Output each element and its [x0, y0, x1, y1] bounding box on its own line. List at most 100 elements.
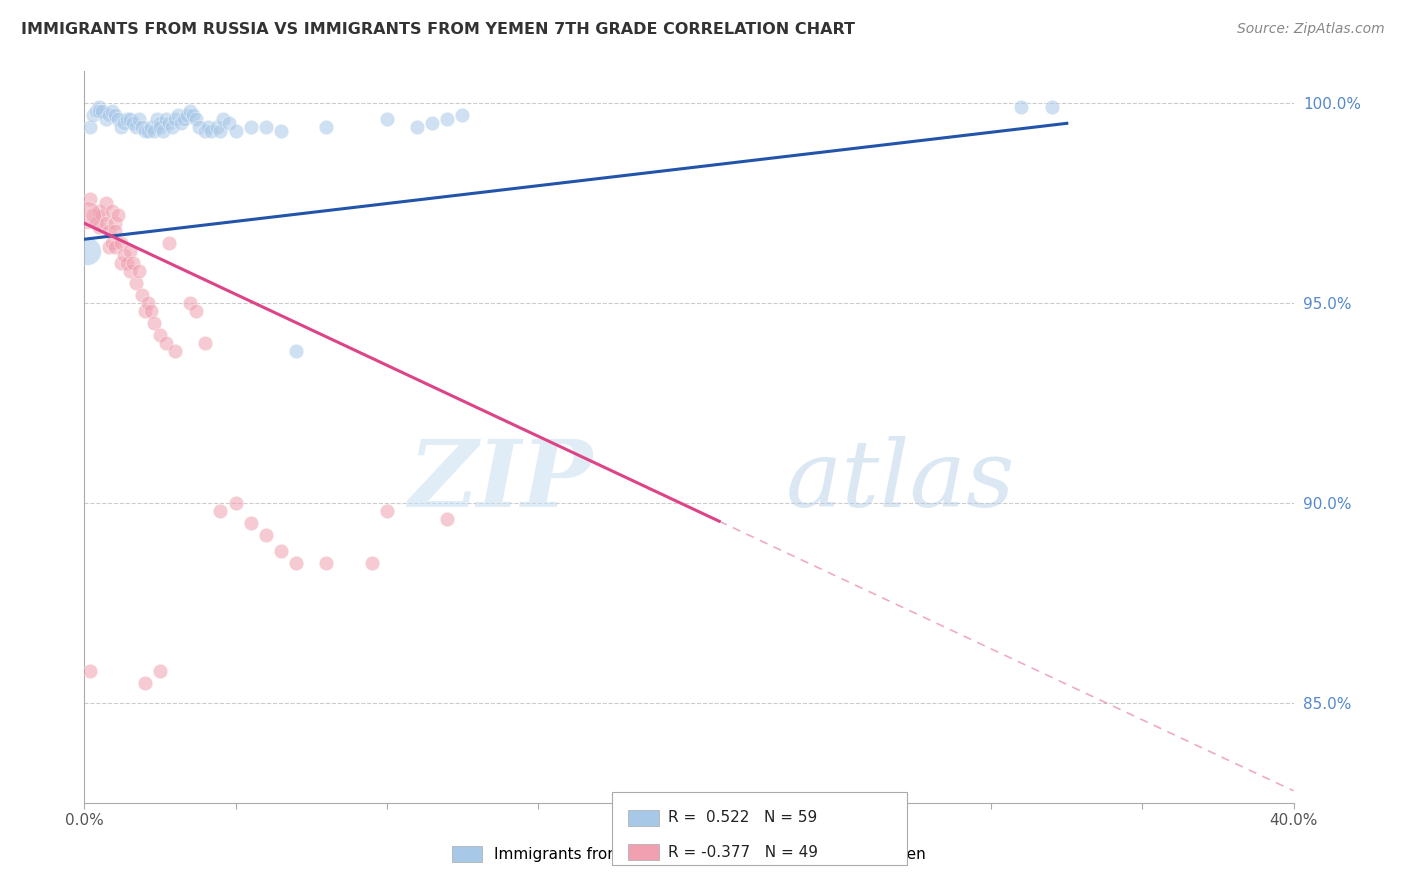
Point [89, 100, 111, 114]
Text: ZIP: ZIP [408, 436, 592, 526]
Point [76, 244, 98, 259]
Point [375, 504, 398, 518]
Point [79, 120, 101, 135]
Point [118, 244, 141, 259]
Point [212, 112, 235, 127]
Point [89, 220, 111, 235]
Point [94, 112, 117, 127]
Point [239, 120, 262, 135]
Point [436, 512, 458, 526]
Point [146, 112, 169, 127]
Point [76, 208, 98, 222]
Point [100, 204, 122, 219]
Point [142, 316, 165, 330]
Point [315, 556, 337, 570]
Point [186, 304, 208, 318]
Point [155, 112, 177, 127]
Point [107, 112, 129, 127]
Point [1011, 100, 1033, 114]
Point [176, 108, 198, 122]
Text: Source: ZipAtlas.com: Source: ZipAtlas.com [1237, 22, 1385, 37]
Point [121, 116, 143, 130]
Point [375, 112, 398, 127]
Point [157, 236, 180, 251]
Point [149, 328, 172, 343]
Point [420, 116, 443, 130]
Point [128, 264, 150, 278]
Point [104, 224, 127, 238]
Point [1040, 100, 1063, 114]
Point [165, 344, 187, 359]
Point [110, 236, 132, 251]
Point [181, 108, 204, 122]
Point [100, 104, 122, 119]
Point [82, 208, 104, 222]
Point [167, 108, 190, 122]
Point [194, 336, 217, 351]
Point [118, 112, 141, 127]
Point [170, 116, 193, 130]
Point [160, 120, 183, 135]
Point [136, 296, 159, 310]
Point [97, 224, 120, 238]
Point [86, 104, 108, 119]
Point [100, 236, 122, 251]
Point [89, 204, 111, 219]
Point [79, 664, 101, 678]
Point [179, 104, 201, 119]
Point [139, 120, 162, 135]
Point [285, 556, 308, 570]
Point [115, 256, 138, 270]
Point [194, 124, 217, 138]
Point [131, 288, 153, 302]
Point [115, 112, 138, 127]
Point [94, 196, 117, 211]
Point [94, 216, 117, 230]
Point [112, 116, 135, 130]
Point [107, 208, 129, 222]
Point [218, 116, 240, 130]
Point [254, 528, 277, 542]
Point [134, 124, 156, 138]
Point [360, 556, 382, 570]
Point [125, 276, 148, 290]
Point [165, 112, 187, 127]
Text: R = -0.377   N = 49: R = -0.377 N = 49 [668, 845, 818, 860]
Point [225, 124, 247, 138]
Point [97, 108, 120, 122]
Point [121, 256, 143, 270]
Point [209, 504, 232, 518]
Point [142, 124, 165, 138]
Point [136, 124, 159, 138]
Text: IMMIGRANTS FROM RUSSIA VS IMMIGRANTS FROM YEMEN 7TH GRADE CORRELATION CHART: IMMIGRANTS FROM RUSSIA VS IMMIGRANTS FRO… [21, 22, 855, 37]
Point [436, 112, 458, 127]
Point [104, 216, 127, 230]
Point [254, 120, 277, 135]
Point [155, 336, 177, 351]
Point [91, 208, 114, 222]
Point [209, 124, 232, 138]
Point [149, 664, 172, 678]
Point [139, 304, 162, 318]
Point [112, 248, 135, 262]
Point [315, 120, 337, 135]
Point [82, 108, 104, 122]
Point [86, 216, 108, 230]
Point [134, 676, 156, 690]
Point [79, 192, 101, 206]
Text: R =  0.522   N = 59: R = 0.522 N = 59 [668, 810, 817, 825]
Point [207, 120, 229, 135]
Point [110, 120, 132, 135]
Point [200, 124, 222, 138]
Point [179, 296, 201, 310]
Point [285, 344, 308, 359]
Point [149, 116, 172, 130]
Point [149, 120, 172, 135]
Point [128, 112, 150, 127]
Point [451, 108, 474, 122]
Point [131, 120, 153, 135]
Point [270, 544, 292, 558]
Point [186, 112, 208, 127]
Point [118, 264, 141, 278]
Point [225, 496, 247, 510]
